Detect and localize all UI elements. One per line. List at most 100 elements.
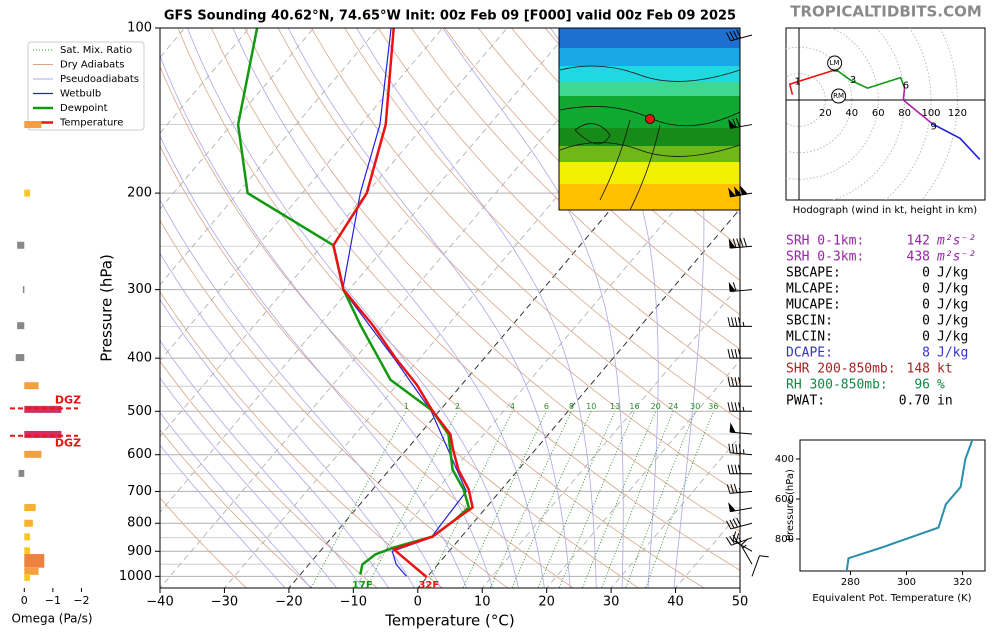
x-tick-label: 0	[414, 595, 422, 610]
mixing-ratio-line	[558, 411, 635, 588]
mixing-ratio-label: 2	[455, 402, 460, 411]
hodograph-plot: 2040608010012012369LMRM	[786, 28, 985, 200]
indices-table: SRH 0-1km: 142 m²s⁻² SRH 0-3km: 438 m²s⁻² SBCA…	[786, 234, 976, 409]
index-unit: kt	[937, 362, 953, 377]
wind-barb	[751, 555, 769, 577]
index-value: 0.70	[899, 394, 930, 409]
hodograph-marker: 3	[850, 75, 856, 86]
hodograph-ring-label: 80	[898, 108, 911, 119]
wind-barb	[728, 185, 753, 198]
omega-bar	[24, 504, 36, 512]
map-band	[559, 82, 740, 96]
legend-label: Temperature	[59, 118, 123, 129]
omega-bar	[15, 354, 25, 362]
x-tick-label: 320	[953, 577, 972, 588]
dry-adiabat	[444, 28, 740, 316]
x-tick-label: −30	[211, 595, 238, 610]
map-band	[559, 128, 740, 146]
theta-e-x-label: Equivalent Pot. Temperature (K)	[812, 593, 971, 604]
legend: Sat. Mix. Ratio Dry Adiabats Pseudoadiabat…	[27, 41, 145, 131]
index-label: MLCAPE:	[786, 282, 841, 297]
map-band	[559, 28, 740, 48]
moist-adiabat	[160, 199, 441, 588]
mixing-ratio-line	[601, 411, 674, 588]
x-tick-label: 10	[474, 595, 491, 610]
dgz-label: DGZ	[55, 393, 81, 406]
map-band	[559, 66, 740, 82]
mixing-ratio-label: 13	[610, 402, 620, 411]
wind-barb	[740, 538, 753, 565]
hodograph-ring-label: 60	[872, 108, 885, 119]
x-tick-label: 30	[603, 595, 620, 610]
omega-bar	[24, 450, 42, 458]
index-value: 438	[907, 250, 930, 265]
index-value: 142	[907, 234, 930, 249]
isotherm	[481, 284, 740, 588]
theta-e-chart: Equivalent Pot. Temperature (K) Pressure…	[775, 439, 986, 604]
chart-title: GFS Sounding 40.62°N, 74.65°W Init: 00z …	[164, 9, 736, 24]
index-value: 96	[914, 378, 930, 393]
index-unit: J/kg	[937, 346, 968, 361]
theta-e-line	[845, 440, 974, 571]
omega-bar	[24, 573, 30, 581]
x-tick-label: 300	[897, 577, 916, 588]
mixing-ratio-label: 24	[668, 402, 678, 411]
mixing-ratio-label: 8	[569, 402, 574, 411]
wind-barb	[728, 502, 753, 513]
y-tick-label: 1000	[119, 569, 152, 584]
index-label: MUCAPE:	[786, 298, 841, 313]
x-tick-label: 20	[538, 595, 555, 610]
omega-panel: Omega (Pa/s) 0 −1 −2 DGZ DGZ	[10, 121, 93, 626]
isotherm	[160, 28, 573, 513]
omega-bar	[22, 286, 25, 294]
hodograph-ring-label: 20	[819, 108, 832, 119]
storm-motion	[827, 55, 843, 71]
wind-barb	[729, 422, 753, 435]
index-value: 0	[922, 282, 930, 297]
moist-adiabat	[160, 252, 416, 588]
mixing-ratio-label: 10	[586, 402, 596, 411]
mixing-ratio-line	[310, 411, 407, 588]
dgz-label: DGZ	[55, 437, 81, 450]
dry-adiabat	[160, 145, 574, 588]
mixing-ratio-line	[645, 411, 714, 588]
moist-adiabat	[160, 54, 493, 588]
wind-barb	[732, 531, 753, 552]
theta-e-y-label: Pressure (hPa)	[785, 469, 796, 541]
index-unit: J/kg	[937, 298, 968, 313]
y-axis-label: Pressure (hPa)	[98, 254, 116, 362]
dry-adiabat	[477, 28, 740, 282]
index-unit: m²s⁻²	[936, 250, 976, 265]
mixing-ratio-line	[625, 411, 696, 588]
hodograph-marker: 9	[930, 121, 936, 132]
hodograph-marker: 6	[903, 80, 909, 91]
theta-e-frame	[799, 439, 986, 572]
moist-adiabat	[667, 28, 705, 588]
y-tick-label: 700	[127, 484, 152, 499]
wind-barb	[726, 517, 753, 530]
index-label: SRH 0-1km:	[786, 234, 864, 249]
map-band	[559, 48, 740, 66]
y-tick-label: 900	[127, 544, 152, 559]
moist-adiabat	[160, 411, 312, 588]
omega-bar	[17, 241, 25, 249]
y-tick-label: 100	[127, 21, 152, 36]
legend-label: Wetbulb	[60, 89, 101, 100]
dry-adiabat	[411, 28, 740, 350]
mixing-ratio-label: 30	[690, 402, 700, 411]
index-value: 0	[922, 298, 930, 313]
index-label: RH 300-850mb:	[786, 378, 888, 393]
hodograph-line	[788, 68, 837, 95]
omega-bar	[24, 519, 33, 527]
index-label: SBCIN:	[786, 314, 833, 329]
isotherm	[160, 28, 637, 588]
isotherm	[546, 359, 740, 588]
hodograph-ring-label: 40	[845, 108, 858, 119]
y-tick-label: 200	[127, 186, 152, 201]
x-tick-label: 40	[667, 595, 684, 610]
isotherm	[288, 56, 740, 588]
index-label: PWAT:	[786, 394, 825, 409]
index-value: 148	[907, 362, 930, 377]
wind-barb	[728, 237, 753, 249]
map-inset	[559, 28, 740, 210]
